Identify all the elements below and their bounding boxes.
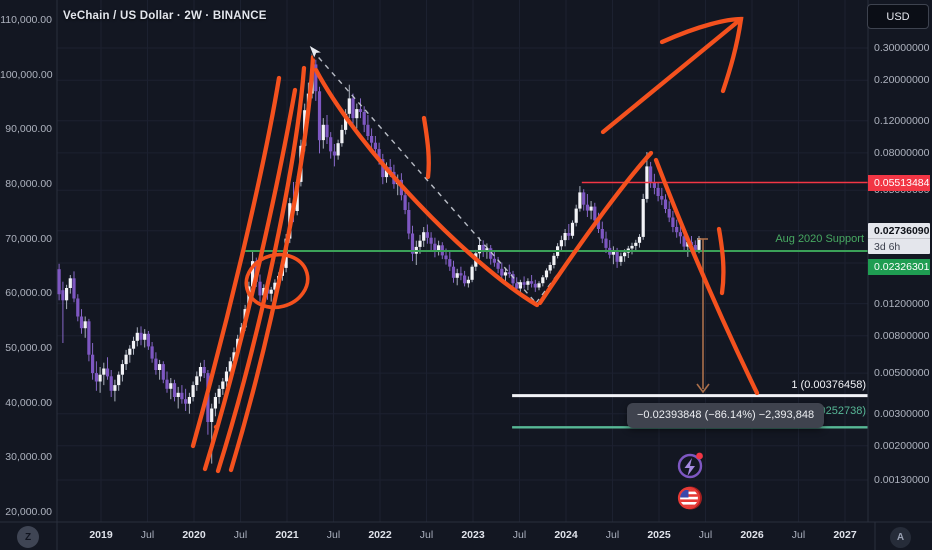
- right-axis-tick: 0.00500000: [874, 367, 930, 380]
- time-axis-month: Jul: [419, 529, 434, 541]
- time-axis-year: 2022: [368, 529, 392, 541]
- left-axis-tick: 60,000.00: [5, 287, 52, 300]
- right-axis-tick: 0.00800000: [874, 329, 930, 342]
- time-axis-year: 2025: [647, 529, 671, 541]
- time-axis-month: Jul: [140, 529, 155, 541]
- right-axis-tick: 0.20000000: [874, 74, 930, 87]
- left-axis-tick: 90,000.00: [5, 123, 52, 136]
- fib-level-1-label: 1 (0.00376458): [791, 379, 866, 391]
- lightning-sticker[interactable]: [677, 452, 703, 479]
- right-axis-tick: 0.08000000: [874, 146, 930, 159]
- left-axis-tick: 50,000.00: [5, 342, 52, 355]
- left-axis-tick: 110,000.00: [0, 14, 52, 26]
- right-axis-tick: 0.00130000: [874, 474, 930, 487]
- time-axis-year: 2021: [275, 529, 299, 541]
- time-axis-month: Jul: [512, 529, 527, 541]
- time-axis-month: Jul: [326, 529, 341, 541]
- uptrend-stroke: [537, 150, 654, 306]
- support-price-label: 0.02326301: [868, 259, 930, 275]
- measurement-tooltip: −0.02393848 (−86.14%) −2,393,848: [627, 403, 825, 428]
- downtrend-stroke: [313, 67, 540, 308]
- up-arrow-shaft: [600, 16, 744, 135]
- timezone-button[interactable]: Z: [17, 526, 39, 548]
- rising-curve-3: [215, 65, 307, 474]
- time-axis-year: 2024: [554, 529, 578, 541]
- rising-curve-1: [190, 75, 282, 449]
- up-arrow-head: [659, 16, 744, 94]
- time-axis-year: 2020: [182, 529, 206, 541]
- orange-annotations[interactable]: [190, 16, 760, 474]
- time-axis-year: 2026: [740, 529, 764, 541]
- rising-curve-4: [228, 54, 316, 473]
- left-axis-tick: 20,000.00: [5, 506, 52, 519]
- time-axis-year: 2019: [89, 529, 113, 541]
- drawn-circle: [244, 252, 310, 310]
- mouse-cursor: [308, 44, 324, 60]
- resistance-price-label: 0.05513484: [868, 174, 930, 191]
- drop-stroke: [653, 157, 760, 396]
- time-axis-year: 2023: [461, 529, 485, 541]
- left-axis-tick: 40,000.00: [5, 396, 52, 409]
- grid-layer: [57, 0, 868, 522]
- candles-layer: [57, 53, 701, 464]
- time-axis-month: Jul: [605, 529, 620, 541]
- bar-countdown: 3d 6h: [868, 238, 930, 254]
- right-axis-tick: 0.12000000: [874, 114, 930, 127]
- tick-2022: [421, 115, 431, 180]
- left-axis-tick: 70,000.00: [5, 232, 52, 245]
- drawn-dot: [213, 424, 219, 430]
- symbol-legend[interactable]: VeChain / US Dollar · 2W · BINANCE: [63, 10, 267, 22]
- left-axis-tick: 30,000.00: [5, 451, 52, 464]
- tick-2025: [716, 226, 726, 296]
- current-price-value: 0.02736090: [874, 224, 930, 237]
- left-axis-tick: 100,000.00: [0, 68, 53, 81]
- current-price-label: 0.02736090 3d 6h: [868, 223, 930, 255]
- right-axis-tick: 0.01200000: [874, 297, 930, 310]
- left-axis-tick: 80,000.00: [5, 178, 52, 190]
- right-axis-tick: 0.00200000: [874, 439, 930, 452]
- currency-toggle-button[interactable]: USD: [867, 4, 929, 29]
- time-axis-month: Jul: [791, 529, 806, 541]
- time-axis-year: 2027: [833, 529, 857, 541]
- right-axis-tick: 0.00300000: [874, 407, 930, 420]
- time-axis-month: Jul: [233, 529, 248, 541]
- time-axis-month: Jul: [698, 529, 713, 541]
- price-range-arrow[interactable]: [696, 238, 710, 394]
- right-axis-tick: 0.30000000: [874, 42, 930, 54]
- usa-flag-coin-sticker[interactable]: [677, 486, 702, 510]
- support-annotation-text[interactable]: Aug 2020 Support: [775, 233, 864, 245]
- price-rays[interactable]: [245, 181, 868, 252]
- adjust-button[interactable]: A: [890, 527, 911, 548]
